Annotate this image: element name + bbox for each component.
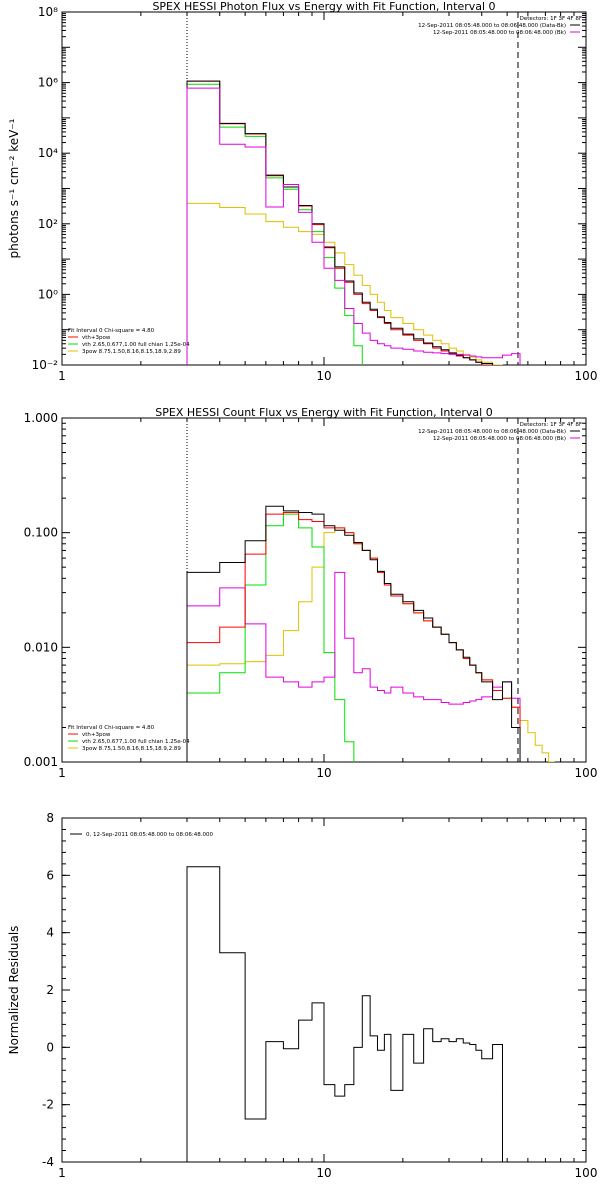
x-tick-label: 100 bbox=[575, 766, 598, 780]
plot-area bbox=[186, 866, 503, 1162]
y-tick-label: -2 bbox=[42, 1098, 54, 1112]
series-line-vth-3pow bbox=[186, 511, 528, 762]
y-tick-label: 10² bbox=[38, 217, 58, 231]
y-axis-label: Normalized Residuals bbox=[7, 926, 21, 1055]
y-tick-label: 0.010 bbox=[24, 640, 58, 654]
legend-bottom-left-text: Fit Interval 0 Chi-square = 4.80 bbox=[68, 725, 155, 731]
y-tick-label: 0.001 bbox=[24, 755, 58, 769]
series-line-residuals bbox=[186, 866, 503, 1162]
y-tick-label: 10⁰ bbox=[38, 287, 58, 301]
legend-bottom-left-text: vth+3pow bbox=[82, 335, 111, 341]
series-line-vth bbox=[186, 513, 371, 762]
y-tick-label: 10⁸ bbox=[38, 5, 58, 19]
y-tick-label: 0 bbox=[46, 1040, 54, 1054]
plot-frame bbox=[61, 817, 587, 1163]
y-tick-label: 4 bbox=[46, 926, 54, 940]
legend-bottom-left-text: vth+3pow bbox=[82, 732, 111, 738]
chart-title: SPEX HESSI Photon Flux vs Energy with Fi… bbox=[152, 0, 495, 13]
chart-panel-1: SPEX HESSI Photon Flux vs Energy with Fi… bbox=[7, 0, 597, 383]
y-tick-label: -4 bbox=[42, 1155, 54, 1169]
series-line-vth bbox=[186, 83, 529, 365]
chart-panel-3: 1 10 100 -4 -2 0 2 4 6 8 Normalized Residuals 0, 12… bbox=[7, 811, 597, 1180]
x-tick-label: 100 bbox=[575, 369, 598, 383]
legend-bottom-left-text: 3pow 8.75,1.50,8.16,8.15,18.9,2.89 bbox=[82, 746, 181, 752]
y-axis-label: photons s⁻¹ cm⁻² keV⁻¹ bbox=[7, 118, 21, 258]
series-line-data-bk bbox=[186, 80, 529, 365]
legend-top-right-text: 12-Sep-2011 08:05:48.000 to 08:06:48.000… bbox=[433, 30, 566, 36]
legend-top-right-text: Detectors: 1F 3F 4F 8F bbox=[520, 16, 582, 22]
y-tick-label: 0.100 bbox=[24, 526, 58, 540]
legend-top-right-text: 12-Sep-2011 08:05:48.000 to 08:06:48.000… bbox=[433, 436, 566, 442]
series-line-data-bk bbox=[186, 505, 528, 762]
x-tick-label: 1 bbox=[58, 1166, 66, 1180]
chart-title: SPEX HESSI Count Flux vs Energy with Fit… bbox=[155, 406, 492, 419]
x-tick-label: 10 bbox=[316, 1166, 331, 1180]
legend-bottom-left-text: vth 2.65,0.677,1.00 full chian 1.25e-04 bbox=[82, 342, 190, 348]
x-tick-label: 10 bbox=[316, 766, 331, 780]
series-line-3pow bbox=[186, 202, 529, 365]
series-line-bk bbox=[186, 87, 529, 365]
x-tick-label: 100 bbox=[575, 1166, 598, 1180]
series-line-3pow bbox=[186, 527, 555, 762]
legend-top-right-text: Detectors: 1F 3F 4F 8F bbox=[520, 422, 582, 428]
legend-top-left-text: 0, 12-Sep-2011 08:05:48.000 to 08:06:48.… bbox=[86, 832, 213, 838]
x-tick-label: 1 bbox=[58, 369, 66, 383]
legend-bottom-left-text: Fit Interval 0 Chi-square = 4.80 bbox=[68, 328, 155, 334]
legend-bottom-left-text: 3pow 8.75,1.50,8.16,8.15,18.9,2.89 bbox=[82, 349, 181, 355]
series-line-bk bbox=[186, 571, 528, 762]
series-line-vth-3pow bbox=[186, 80, 529, 365]
y-tick-label: 6 bbox=[46, 868, 54, 882]
legend-top-right-text: 12-Sep-2011 08:05:48.000 to 08:06:48.000… bbox=[418, 429, 566, 435]
legend-bottom-left-text: vth 2.65,0.677,1.00 full chian 1.25e-04 bbox=[82, 739, 190, 745]
y-tick-label: 10⁶ bbox=[38, 76, 58, 90]
chart-panel-2: SPEX HESSI Count Flux vs Energy with Fit… bbox=[24, 406, 598, 780]
x-tick-label: 1 bbox=[58, 766, 66, 780]
plot-frame bbox=[61, 11, 587, 366]
y-tick-label: 10⁴ bbox=[38, 146, 58, 160]
y-tick-label: 2 bbox=[46, 983, 54, 997]
x-tick-label: 10 bbox=[316, 369, 331, 383]
y-tick-label: 8 bbox=[46, 811, 54, 825]
y-tick-label: 10⁻² bbox=[32, 358, 59, 372]
plot-area bbox=[186, 505, 555, 762]
plot-area bbox=[186, 80, 529, 365]
y-tick-label: 1.000 bbox=[24, 411, 58, 425]
legend-top-right-text: 12-Sep-2011 08:05:48.000 to 08:06:48.000… bbox=[418, 23, 566, 29]
